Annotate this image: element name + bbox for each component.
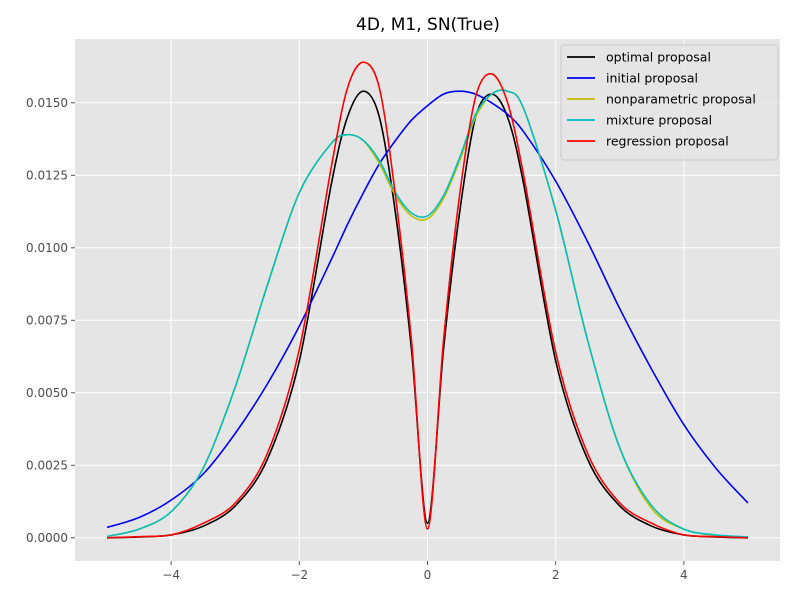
y-tick-label: 0.0050 bbox=[26, 386, 68, 400]
y-tick-label: 0.0000 bbox=[26, 531, 68, 545]
legend-label-regression-proposal: regression proposal bbox=[606, 134, 729, 149]
legend-label-nonparametric-proposal: nonparametric proposal bbox=[606, 92, 756, 107]
y-tick-label: 0.0100 bbox=[26, 241, 68, 255]
x-tick-label: −4 bbox=[162, 568, 180, 582]
series-line-regression-proposal bbox=[107, 61, 748, 539]
legend-label-mixture-proposal: mixture proposal bbox=[606, 113, 712, 128]
series-lines bbox=[106, 61, 749, 539]
x-axis-ticks: −4 −2 0 2 4 bbox=[162, 561, 688, 582]
series-line-mixture-proposal bbox=[106, 89, 748, 538]
legend: optimal proposal initial proposal nonparam… bbox=[560, 44, 779, 161]
x-tick-label: 2 bbox=[552, 568, 560, 582]
legend-label-initial-proposal: initial proposal bbox=[606, 71, 698, 86]
y-tick-label: 0.0125 bbox=[26, 168, 68, 182]
y-tick-label: 0.0150 bbox=[26, 96, 68, 110]
x-tick-label: 4 bbox=[680, 568, 688, 582]
y-tick-label: 0.0075 bbox=[26, 313, 68, 327]
x-tick-label: 0 bbox=[424, 568, 432, 582]
series-line-initial-proposal bbox=[106, 90, 749, 529]
y-tick-label: 0.0025 bbox=[26, 458, 68, 472]
chart-title: 4D, M1, SN(True) bbox=[356, 15, 500, 35]
series-line-optimal-proposal bbox=[107, 90, 748, 539]
legend-frame bbox=[560, 44, 779, 161]
y-axis-ticks: 0.0000 0.0025 0.0050 0.0075 0.0100 0.0125 0.01… bbox=[26, 96, 75, 545]
x-tick-label: −2 bbox=[290, 568, 308, 582]
legend-label-optimal-proposal: optimal proposal bbox=[606, 50, 711, 65]
